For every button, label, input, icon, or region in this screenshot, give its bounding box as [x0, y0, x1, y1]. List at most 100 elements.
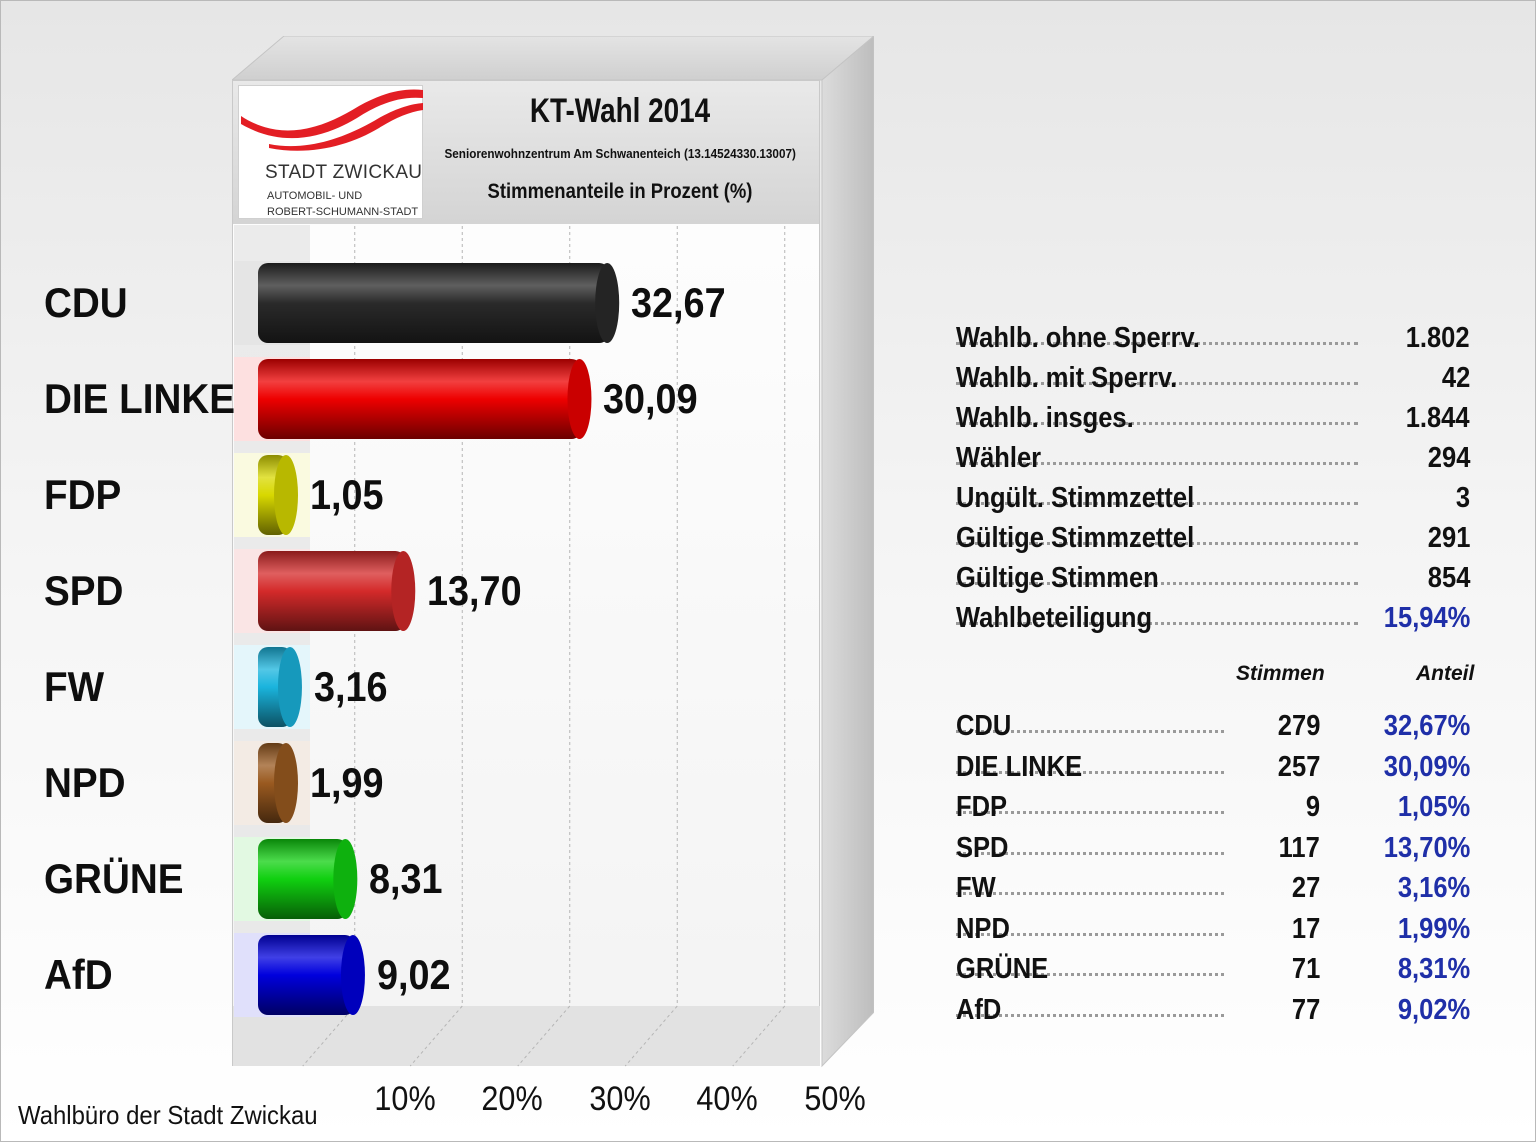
chart-title: KT-Wahl 2014 [529, 92, 711, 130]
leader-dots [956, 622, 1358, 625]
party-votes: 257 [1277, 750, 1320, 783]
category-label: DIE LINKE [44, 375, 236, 422]
party-votes: 77 [1291, 993, 1320, 1026]
leader-dots [956, 811, 1224, 814]
floor-gridline [302, 1005, 356, 1067]
party-row: DIE LINKE 257 30,09% [956, 751, 1470, 792]
leader-dots [956, 422, 1358, 425]
category-label: CDU [44, 279, 128, 326]
party-votes: 27 [1291, 872, 1320, 904]
chart-box-top [232, 36, 874, 1068]
stats-row: Wahlb. insges. 1.844 [956, 402, 1470, 442]
party-name: CDU [956, 710, 1012, 742]
bar-grüne [258, 839, 348, 919]
leader-dots [956, 542, 1358, 545]
bar-value-label: 13,70 [427, 567, 522, 614]
logo-line-1: STADT ZWICKAU [265, 162, 423, 183]
stats-row: Gültige Stimmen 854 [956, 562, 1470, 602]
party-row: GRÜNE 71 8,31% [956, 953, 1470, 994]
leader-dots [956, 462, 1358, 465]
x-tick-label: 10% [374, 1080, 436, 1118]
chart-floor [233, 1006, 820, 1066]
stats-value: 294 [1427, 442, 1470, 474]
bar-die-linke [258, 359, 582, 439]
stats-value: 291 [1427, 522, 1470, 554]
bar-value-label: 30,09 [603, 375, 699, 422]
stats-row: Wahlb. ohne Sperrv. 1.802 [956, 322, 1470, 362]
category-label: NPD [44, 759, 126, 806]
leader-dots [956, 382, 1358, 385]
party-row: FDP 9 1,05% [956, 791, 1470, 832]
party-share: 8,31% [1397, 953, 1470, 985]
bar-cap [340, 935, 365, 1015]
party-name: GRÜNE [956, 953, 1049, 985]
bar-cap [274, 455, 298, 535]
leader-dots [956, 851, 1224, 855]
stats-value: 42 [1441, 362, 1470, 394]
leader-dots [956, 973, 1224, 976]
stats-label: Wahlbeteiligung [956, 602, 1153, 634]
category-label: FDP [44, 471, 122, 518]
logo-swoosh-icon [241, 89, 423, 151]
stats-label: Wahlb. insges. [956, 402, 1134, 434]
stats-label: Gültige Stimmzettel [956, 522, 1195, 554]
leader-dots [956, 892, 1224, 895]
city-logo: STADT ZWICKAU AUTOMOBIL- UND ROBERT-SCHU… [238, 85, 423, 219]
stats-row: Wähler 294 [956, 442, 1470, 482]
leader-dots [956, 502, 1358, 505]
bar-cap [595, 263, 620, 343]
bar-cdu [258, 263, 610, 343]
footer-text: Wahlbüro der Stadt Zwickau [18, 1100, 318, 1130]
party-share: 32,67% [1383, 710, 1470, 742]
bar-value-label: 32,67 [631, 279, 726, 326]
x-tick-label: 50% [804, 1080, 866, 1118]
stats-label: Wahlb. ohne Sperrv. [956, 322, 1200, 354]
party-name: SPD [956, 831, 1009, 864]
party-results-table: CDU 279 32,67% DIE LINKE 257 30,09% FDP 9 1,05% S… [956, 710, 1470, 1034]
category-label: SPD [44, 567, 124, 614]
leader-dots [956, 582, 1358, 585]
floor-gridline [517, 1005, 571, 1067]
stats-value: 854 [1427, 562, 1470, 594]
bar-cap [391, 551, 416, 631]
party-name: FDP [956, 791, 1008, 823]
bar-value-label: 1,05 [310, 471, 384, 518]
bar-value-label: 8,31 [369, 855, 443, 902]
party-share: 13,70% [1383, 831, 1470, 864]
bar-value-label: 3,16 [313, 663, 388, 710]
leader-dots [956, 342, 1358, 345]
party-name: AfD [956, 993, 1002, 1026]
x-tick-label: 30% [589, 1080, 651, 1118]
party-votes: 9 [1305, 791, 1320, 823]
header-share: Anteil [1416, 662, 1475, 685]
floor-gridline [624, 1005, 678, 1067]
stats-label: Wähler [956, 442, 1042, 474]
header-votes: Stimmen [1236, 662, 1325, 685]
party-votes: 17 [1291, 912, 1320, 945]
party-row: AfD 77 9,02% [956, 994, 1470, 1035]
stats-value: 1.844 [1406, 402, 1470, 434]
bar-cap [274, 743, 298, 823]
stats-row: Wahlb. mit Sperrv. 42 [956, 362, 1470, 402]
category-label: FW [44, 663, 105, 710]
party-share: 1,99% [1397, 912, 1470, 945]
stats-row: Wahlbeteiligung 15,94% [956, 602, 1470, 642]
bar-value-label: 1,99 [310, 759, 384, 806]
stats-table: Wahlb. ohne Sperrv. 1.802 Wahlb. mit Sperr… [956, 322, 1470, 642]
logo-line-3: ROBERT-SCHUMANN-STADT [267, 206, 419, 218]
bar-cap [567, 359, 592, 439]
x-tick-label: 40% [696, 1080, 758, 1118]
stats-label: Gültige Stimmen [956, 562, 1159, 594]
party-name: FW [956, 872, 996, 904]
x-tick-label: 20% [481, 1080, 543, 1118]
chart-subtitle: Seniorenwohnzentrum Am Schwanenteich (13… [444, 146, 796, 161]
party-row: SPD 117 13,70% [956, 832, 1470, 873]
party-row: FW 27 3,16% [956, 872, 1470, 913]
stats-label: Wahlb. mit Sperrv. [956, 362, 1178, 394]
bar-cap [277, 647, 302, 727]
leader-dots [956, 1013, 1224, 1017]
bar-spd [258, 551, 406, 631]
category-label: GRÜNE [44, 855, 184, 902]
chart-caption: Stimmenanteile in Prozent (%) [487, 180, 753, 203]
